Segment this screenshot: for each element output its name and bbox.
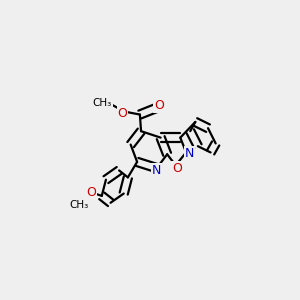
Text: N: N: [185, 147, 194, 160]
Text: N: N: [152, 164, 161, 177]
Text: CH₃: CH₃: [69, 200, 88, 210]
Text: O: O: [172, 162, 182, 175]
Text: CH₃: CH₃: [93, 98, 112, 108]
Text: O: O: [154, 99, 164, 112]
Text: O: O: [118, 107, 128, 120]
Text: O: O: [86, 186, 96, 199]
